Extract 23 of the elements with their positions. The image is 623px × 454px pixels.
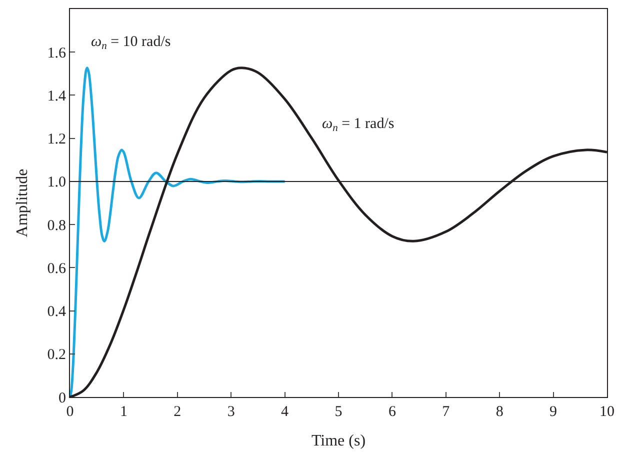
x-tick-label: 8 [496,404,504,420]
x-tick-label: 7 [442,404,450,420]
x-tick-label: 3 [227,404,235,420]
y-tick-label: 0.6 [47,260,66,277]
y-tick-label: 0.2 [47,347,66,364]
y-tick-label: 0.8 [47,218,66,234]
x-tick-label: 6 [388,404,396,420]
series-label: ω$_{n}$ = 1 rad/s [322,116,394,134]
x-tick-label: 2 [174,404,182,420]
y-tick-label: 0.4 [47,304,66,320]
x-tick-label: 1 [120,404,128,420]
y-tick-label: 1.2 [47,132,66,148]
y-tick-label: 1.6 [47,45,66,62]
x-tick-label: 10 [600,404,614,420]
x-tick-label: 5 [334,404,342,420]
y-tick-label: 1.4 [47,88,66,104]
y-axis-title: Amplitude [14,168,32,238]
x-axis-title: Time (s) [311,432,366,450]
series-label: ω$_{n}$ = 10 rad/s [91,34,171,52]
y-tick-label: 1.0 [47,174,66,191]
x-tick-label: 4 [281,404,290,420]
x-tick-label: 9 [550,404,558,420]
y-tick-label: 0 [58,390,66,406]
